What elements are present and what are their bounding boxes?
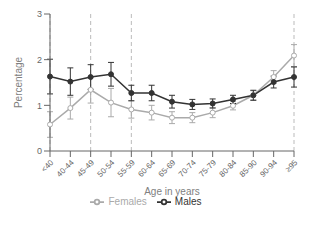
- svg-text:1: 1: [37, 101, 42, 111]
- svg-text:60-64: 60-64: [136, 158, 157, 179]
- svg-text:Age in years: Age in years: [144, 186, 200, 197]
- svg-text:40-44: 40-44: [55, 158, 76, 179]
- svg-text:50-54: 50-54: [96, 158, 117, 179]
- svg-text:≥95: ≥95: [284, 158, 300, 174]
- svg-text:90-94: 90-94: [258, 158, 279, 179]
- svg-text:85-90: 85-90: [238, 158, 259, 179]
- svg-text:0: 0: [37, 146, 42, 156]
- svg-text:<40: <40: [39, 158, 55, 174]
- svg-text:75-79: 75-79: [197, 158, 218, 179]
- html-text:Females: Females: [108, 195, 147, 207]
- svg-text:55-59: 55-59: [116, 158, 137, 179]
- svg-text:3: 3: [37, 9, 42, 19]
- svg-text:Percentage: Percentage: [13, 56, 24, 108]
- html-text:Males: Males: [174, 195, 202, 207]
- svg-text:80-84: 80-84: [218, 158, 239, 179]
- svg-text:70-74: 70-74: [177, 158, 198, 179]
- svg-text:2: 2: [37, 55, 42, 65]
- svg-text:65-69: 65-69: [157, 158, 178, 179]
- svg-text:45-49: 45-49: [75, 158, 96, 179]
